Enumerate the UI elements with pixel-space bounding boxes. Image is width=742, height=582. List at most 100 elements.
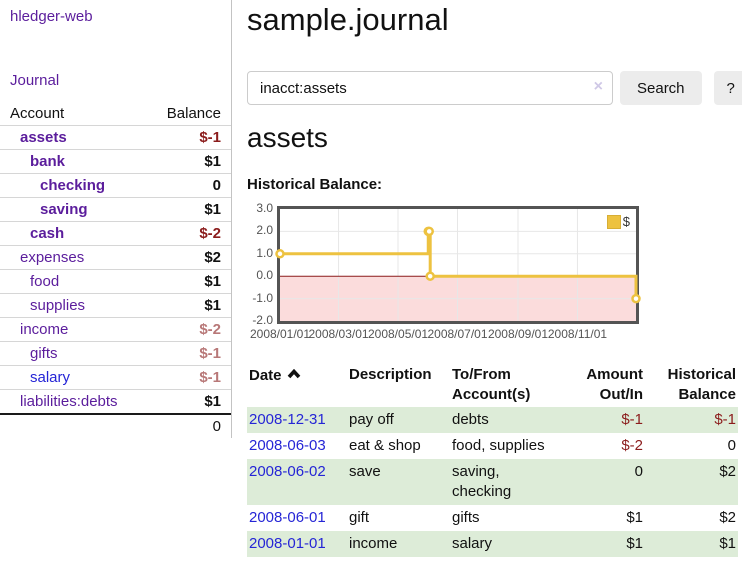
- transaction-description: gift: [349, 509, 370, 526]
- transaction-accounts: gifts: [452, 509, 480, 526]
- account-balance: $2: [204, 249, 221, 266]
- y-tick-label: -1.0: [252, 290, 273, 305]
- transaction-date-link[interactable]: 2008-12-31: [249, 411, 326, 428]
- account-balance: $1: [204, 201, 221, 218]
- account-row: checking 0: [0, 173, 231, 197]
- date-header-label: Date: [249, 367, 282, 384]
- x-tick-label: 2008/11/01: [547, 327, 608, 341]
- table-row: 2008-06-03 eat & shop food, supplies $-2…: [247, 433, 738, 459]
- transaction-date-link[interactable]: 2008-06-03: [249, 437, 326, 454]
- chart-title: Historical Balance:: [247, 176, 383, 193]
- register-table: Date Description To/From Account(s) Amou…: [247, 363, 738, 557]
- x-tick-label: 2008/03/01: [308, 327, 369, 341]
- search-input[interactable]: [247, 71, 613, 105]
- transaction-date-link[interactable]: 2008-01-01: [249, 535, 326, 552]
- search-input-wrap: ×: [247, 71, 613, 105]
- account-balance: 0: [212, 177, 221, 194]
- main-content: sample.journal × Search ? assets Histori…: [247, 0, 742, 557]
- transaction-accounts: debts: [452, 411, 489, 428]
- sidebar-account-bank[interactable]: bank: [30, 153, 66, 170]
- account-row: food $1: [0, 269, 231, 293]
- account-balance: $1: [204, 273, 221, 290]
- accounts-total: 0: [212, 418, 221, 435]
- x-tick-label: 2008/01/01: [249, 327, 311, 341]
- chart-legend: $: [605, 213, 631, 230]
- sidebar-account-income[interactable]: income: [20, 321, 69, 338]
- transaction-balance: $2: [719, 463, 736, 480]
- transaction-description: eat & shop: [349, 437, 421, 454]
- account-balance: $-1: [199, 129, 221, 146]
- table-row: 2008-01-01 income salary $1 $1: [247, 531, 738, 557]
- clear-search-icon[interactable]: ×: [593, 78, 603, 95]
- account-balance: $1: [204, 153, 221, 170]
- transaction-balance: $1: [719, 535, 736, 552]
- transaction-balance: 0: [727, 437, 736, 454]
- register-col-accounts: To/From Account(s): [452, 366, 531, 403]
- brand-link[interactable]: hledger-web: [10, 8, 93, 25]
- sidebar-account-salary[interactable]: salary: [30, 369, 71, 386]
- y-tick-label: 1.0: [256, 245, 273, 260]
- app: hledger-web Journal Account Balance asse…: [0, 0, 742, 557]
- register-col-date[interactable]: Date: [247, 363, 347, 407]
- transaction-balance: $-1: [714, 411, 736, 428]
- account-balance: $1: [204, 297, 221, 314]
- sidebar-account-checking[interactable]: checking: [40, 177, 106, 194]
- chart-x-axis: 2008/01/01 2008/03/01 2008/05/01 2008/07/01…: [250, 327, 642, 344]
- sidebar-item-journal[interactable]: Journal: [10, 72, 60, 89]
- accounts-col-account: Account: [10, 105, 65, 122]
- transaction-accounts: saving, checking: [452, 463, 512, 500]
- account-row: income $-2: [0, 317, 231, 341]
- transaction-balance: $2: [719, 509, 736, 526]
- account-balance: $-1: [199, 345, 221, 362]
- account-row: gifts $-1: [0, 341, 231, 365]
- y-tick-label: 2.0: [256, 223, 273, 238]
- account-row: assets $-1: [0, 125, 231, 149]
- account-row: cash $-2: [0, 221, 231, 245]
- account-row: liabilities:debts $1: [0, 389, 231, 413]
- accounts-col-balance: Balance: [166, 105, 221, 122]
- table-row: 2008-06-01 gift gifts $1 $2: [247, 505, 738, 531]
- account-balance: $-2: [199, 321, 221, 338]
- accounts-table-header: Account Balance: [0, 102, 231, 125]
- search-help-button[interactable]: ?: [713, 71, 742, 105]
- transaction-amount: $-1: [621, 411, 643, 428]
- y-tick-label: 0.0: [256, 268, 273, 283]
- x-tick-label: 2008/09/01: [487, 327, 548, 341]
- register-col-amount: Amount Out/In: [586, 366, 643, 403]
- account-row: supplies $1: [0, 293, 231, 317]
- transaction-date-link[interactable]: 2008-06-01: [249, 509, 326, 526]
- sidebar-account-liabilities-debts[interactable]: liabilities:debts: [20, 393, 118, 410]
- sidebar-account-assets[interactable]: assets: [20, 129, 67, 146]
- register-header-row: Date Description To/From Account(s) Amou…: [247, 363, 738, 407]
- sidebar-account-expenses[interactable]: expenses: [20, 249, 85, 266]
- transaction-description: pay off: [349, 411, 394, 428]
- x-tick-label: 2008/05/01: [367, 327, 429, 341]
- account-balance: $-1: [199, 369, 221, 386]
- transaction-date-link[interactable]: 2008-06-02: [249, 463, 326, 480]
- x-tick-label: 2008/07/01: [427, 327, 488, 341]
- sidebar-account-food[interactable]: food: [30, 273, 60, 290]
- sidebar-account-gifts[interactable]: gifts: [30, 345, 58, 362]
- transaction-amount: 0: [634, 463, 643, 480]
- transaction-amount: $1: [626, 535, 643, 552]
- accounts-total-row: 0: [0, 413, 231, 438]
- transaction-description: save: [349, 463, 381, 480]
- transaction-amount: $-2: [621, 437, 643, 454]
- sidebar: hledger-web Journal Account Balance asse…: [0, 0, 232, 438]
- account-row: saving $1: [0, 197, 231, 221]
- register-col-description: Description: [349, 366, 432, 383]
- accounts-table: Account Balance assets $-1 bank $1 check…: [0, 102, 231, 438]
- y-tick-label: -2.0: [252, 313, 273, 327]
- account-heading: assets: [247, 122, 328, 153]
- sidebar-account-saving[interactable]: saving: [40, 201, 88, 218]
- sidebar-account-cash[interactable]: cash: [30, 225, 65, 242]
- table-row: 2008-12-31 pay off debts $-1 $-1: [247, 407, 738, 433]
- register-col-balance: Historical Balance: [667, 366, 736, 403]
- sidebar-account-supplies[interactable]: supplies: [30, 297, 86, 314]
- transaction-amount: $1: [626, 509, 643, 526]
- table-row: 2008-06-02 save saving, checking 0 $2: [247, 459, 738, 505]
- historical-balance-chart: 3.0 2.0 1.0 0.0 -1.0 -2.0 $ 2008/01/01 2008/03…: [247, 201, 739, 344]
- series-swatch-icon: [606, 214, 621, 229]
- balance-chart-plot[interactable]: [275, 209, 641, 321]
- search-button[interactable]: Search: [620, 71, 702, 105]
